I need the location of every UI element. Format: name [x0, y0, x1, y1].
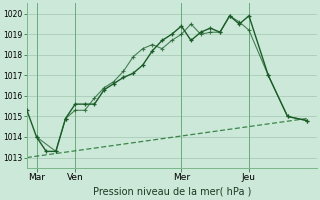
- X-axis label: Pression niveau de la mer( hPa ): Pression niveau de la mer( hPa ): [92, 187, 251, 197]
